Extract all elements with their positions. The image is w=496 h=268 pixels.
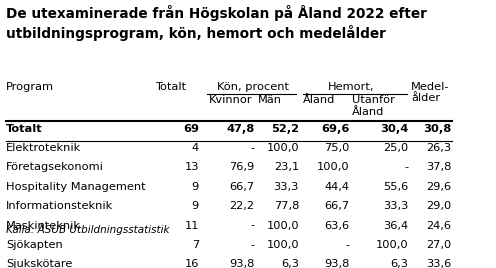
- Text: 13: 13: [185, 162, 199, 172]
- Text: 75,0: 75,0: [324, 143, 349, 153]
- Text: 29,6: 29,6: [426, 182, 451, 192]
- Text: -: -: [345, 240, 349, 250]
- Text: 100,0: 100,0: [266, 240, 299, 250]
- Text: 93,8: 93,8: [324, 259, 349, 268]
- Text: Program: Program: [6, 82, 54, 92]
- Text: 24,6: 24,6: [426, 221, 451, 230]
- Text: 16: 16: [185, 259, 199, 268]
- Text: 55,6: 55,6: [383, 182, 408, 192]
- Text: 7: 7: [191, 240, 199, 250]
- Text: Utanför
Åland: Utanför Åland: [352, 95, 394, 117]
- Text: 33,6: 33,6: [426, 259, 451, 268]
- Text: Källa: ÅSUB Utbildningsstatistik: Källa: ÅSUB Utbildningsstatistik: [6, 224, 170, 236]
- Text: 22,2: 22,2: [229, 201, 254, 211]
- Text: -: -: [404, 162, 408, 172]
- Text: Hospitality Management: Hospitality Management: [6, 182, 145, 192]
- Text: 66,7: 66,7: [324, 201, 349, 211]
- Text: 100,0: 100,0: [266, 143, 299, 153]
- Text: 30,4: 30,4: [380, 124, 408, 134]
- Text: 100,0: 100,0: [375, 240, 408, 250]
- Text: -: -: [250, 221, 254, 230]
- Text: De utexaminerade från Högskolan på Åland 2022 efter
utbildningsprogram, kön, hem: De utexaminerade från Högskolan på Åland…: [6, 5, 427, 42]
- Text: 44,4: 44,4: [324, 182, 349, 192]
- Text: Sjökapten: Sjökapten: [6, 240, 62, 250]
- Text: 36,4: 36,4: [383, 221, 408, 230]
- Text: 100,0: 100,0: [266, 221, 299, 230]
- Text: 77,8: 77,8: [274, 201, 299, 211]
- Text: 63,6: 63,6: [324, 221, 349, 230]
- Text: 6,3: 6,3: [281, 259, 299, 268]
- Text: -: -: [250, 143, 254, 153]
- Text: 23,1: 23,1: [274, 162, 299, 172]
- Text: 37,8: 37,8: [426, 162, 451, 172]
- Text: 69: 69: [183, 124, 199, 134]
- Text: Totalt: Totalt: [6, 124, 43, 134]
- Text: 93,8: 93,8: [229, 259, 254, 268]
- Text: 100,0: 100,0: [317, 162, 349, 172]
- Text: Hemort,: Hemort,: [328, 82, 375, 92]
- Text: 25,0: 25,0: [383, 143, 408, 153]
- Text: 33,3: 33,3: [383, 201, 408, 211]
- Text: Åland: Åland: [303, 95, 335, 106]
- Text: Män: Män: [258, 95, 282, 106]
- Text: Sjukskötare: Sjukskötare: [6, 259, 72, 268]
- Text: Totalt: Totalt: [155, 82, 186, 92]
- Text: Informationsteknik: Informationsteknik: [6, 201, 113, 211]
- Text: 66,7: 66,7: [229, 182, 254, 192]
- Text: Maskinteknik: Maskinteknik: [6, 221, 81, 230]
- Text: Medel-
ålder: Medel- ålder: [411, 82, 449, 103]
- Text: -: -: [250, 240, 254, 250]
- Text: Kön, procent: Kön, procent: [217, 82, 290, 92]
- Text: 47,8: 47,8: [226, 124, 254, 134]
- Text: 52,2: 52,2: [271, 124, 299, 134]
- Text: 33,3: 33,3: [274, 182, 299, 192]
- Text: Kvinnor: Kvinnor: [209, 95, 252, 106]
- Text: Elektroteknik: Elektroteknik: [6, 143, 81, 153]
- Text: 11: 11: [185, 221, 199, 230]
- Text: 27,0: 27,0: [426, 240, 451, 250]
- Text: 4: 4: [192, 143, 199, 153]
- Text: 69,6: 69,6: [321, 124, 349, 134]
- Text: 29,0: 29,0: [426, 201, 451, 211]
- Text: 30,8: 30,8: [423, 124, 451, 134]
- Text: 9: 9: [191, 182, 199, 192]
- Text: 9: 9: [191, 201, 199, 211]
- Text: 76,9: 76,9: [229, 162, 254, 172]
- Text: 26,3: 26,3: [426, 143, 451, 153]
- Text: 6,3: 6,3: [390, 259, 408, 268]
- Text: Företagsekonomi: Företagsekonomi: [6, 162, 104, 172]
